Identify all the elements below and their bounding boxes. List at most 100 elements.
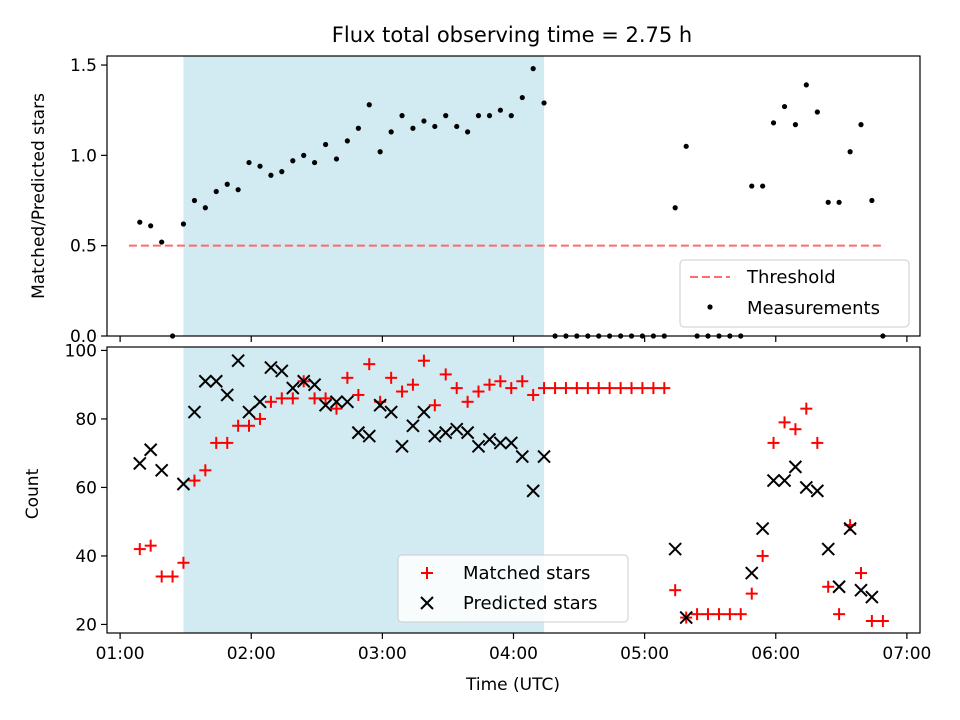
matched-point [865,615,878,628]
predicted-point-b [231,353,245,368]
x-tick-label: 01:00 [96,644,145,664]
matched-point [286,392,299,405]
matched-point [811,436,824,449]
predicted-point [450,422,464,436]
measurement-point [770,120,777,126]
legend-bottom: Matched stars Predicted stars [397,554,629,623]
matched-point [822,580,835,593]
predicted-point-b [296,374,311,388]
matched-point [712,608,725,621]
predicted-point-b [438,425,453,440]
predicted-point [329,395,344,409]
predicted-point-b [537,449,551,464]
measurement-point [781,103,788,110]
matched-point [461,395,474,408]
predicted-point-b [493,436,508,450]
matched-point [614,382,627,395]
matched-point [363,358,376,371]
predicted-point [428,429,442,443]
measurement-point [311,159,318,166]
predicted-point [187,405,202,419]
matched-point [188,474,201,487]
measurement-point [519,94,525,101]
predicted-point [242,405,256,419]
measurement-point [421,118,427,124]
matched-point [210,436,223,449]
measurement-point [803,82,809,88]
predicted-point [438,425,453,440]
predicted-point [832,580,846,594]
measurement-point [825,199,831,205]
measurement-point [268,172,274,178]
matched-point [341,371,354,384]
measurement-point [399,113,405,119]
top-y-tick-label: 1.0 [70,146,97,166]
matched-point [625,382,638,395]
measurement-point [366,102,372,108]
predicted-point [395,439,409,454]
predicted-point-b [318,398,333,412]
x-tick-label: 05:00 [620,644,669,664]
top-y-tick-label: 0.0 [70,327,97,347]
matched-point [527,388,540,401]
predicted-point-b [745,566,759,580]
x-axis-label: Time (UTC) [465,675,560,695]
matched-point [243,419,256,432]
measurement-point [530,66,536,72]
predicted-point-b [417,405,431,419]
matched-point [232,419,245,432]
matched-point [734,608,747,621]
matched-point [155,570,168,583]
measurement-point [213,188,219,195]
predicted-point [788,460,803,474]
measurement-point [191,197,198,204]
matched-point [177,556,190,569]
matched-point [133,543,146,556]
predicted-point [668,542,682,556]
measurement-point [322,141,329,148]
matched-point [396,385,409,398]
measurement-point [333,156,340,162]
matched-point [800,402,813,415]
predicted-point [766,473,781,488]
measurement-point [475,113,482,119]
measurement-point [279,169,285,175]
predicted-point-b [810,484,825,498]
predicted-point-b [209,374,223,388]
matched-point [166,570,179,583]
matched-point [833,608,846,621]
x-tick-label: 03:00 [358,644,407,664]
predicted-point-b [351,425,366,440]
matched-point [254,412,267,425]
bottom-series-matched-stars [133,354,889,628]
predicted-point [406,419,420,433]
matched-point [275,392,288,405]
matched-point [636,382,649,395]
predicted-point-b [198,374,213,388]
measurement-point [486,113,493,119]
predicted-point [482,432,497,447]
measurement-point [836,199,842,205]
measurement-point [246,159,252,166]
measurement-point [508,113,514,119]
predicted-point [296,374,311,388]
matched-point [264,395,277,408]
measurement-point [465,129,471,135]
matched-point [767,436,780,449]
predicted-point-b [788,460,803,474]
matched-point [723,608,736,621]
matched-point [647,382,660,395]
chart-title: Flux total observing time = 2.75 h [332,23,692,47]
measurement-point [224,181,230,187]
predicted-point [843,521,857,536]
measurement-point [235,187,241,193]
predicted-point-b [526,484,540,498]
legend-measurements-swatch [707,304,713,310]
measurement-point [410,125,416,131]
top-y-tick-label: 1.5 [70,56,97,76]
predicted-point [176,477,191,491]
predicted-point-b [504,436,518,450]
matched-point [417,354,430,367]
predicted-point-b [220,388,234,402]
legend-predicted-label: Predicted stars [463,593,597,614]
